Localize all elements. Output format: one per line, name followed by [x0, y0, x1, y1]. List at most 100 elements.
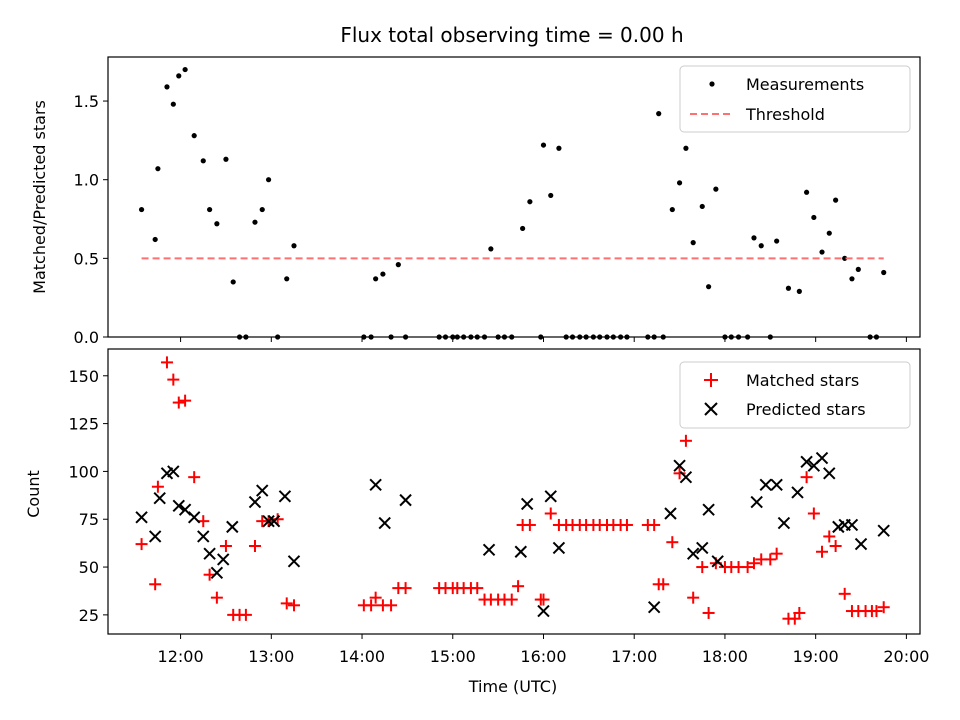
bottom-plot-marks	[135, 356, 890, 625]
predicted-stars-point	[226, 520, 239, 534]
bottom-y-tick-labels: 25 50 75 100 125 150	[68, 367, 108, 625]
measurement-point	[527, 199, 533, 205]
matched-stars-point	[287, 599, 300, 612]
matched-stars-point	[666, 536, 679, 549]
bottom-y-tick-label: 125	[68, 415, 99, 434]
matched-stars-point	[747, 557, 760, 570]
matched-stars-point	[399, 582, 412, 595]
matched-stars-point	[544, 507, 557, 520]
predicted-stars-point	[759, 478, 772, 492]
predicted-stars-point	[514, 545, 528, 558]
matched-stars-point	[179, 394, 192, 407]
predicted-stars-point	[552, 541, 566, 555]
bottom-legend: Matched stars Predicted stars	[679, 361, 911, 429]
measurement-point	[548, 192, 554, 199]
matched-stars-point	[793, 606, 806, 619]
bottom-y-tick-label: 50	[79, 558, 99, 577]
measurement-point	[214, 221, 220, 227]
predicted-stars-point	[197, 530, 210, 543]
legend-measurements-marker	[709, 81, 715, 87]
measurement-point	[170, 101, 176, 107]
measurement-point	[833, 197, 839, 203]
x-tick-label: 16:00	[520, 647, 566, 666]
matched-stars-point	[696, 561, 709, 574]
matched-stars-point	[248, 540, 261, 553]
measurement-point	[540, 142, 547, 148]
matched-stars-point	[829, 540, 842, 553]
measurement-point	[699, 203, 705, 210]
predicted-stars-point	[178, 503, 192, 516]
matched-stars-point	[679, 434, 692, 447]
measurement-point	[819, 249, 825, 255]
bottom-y-tick-label: 100	[68, 462, 99, 481]
matched-stars-point	[172, 396, 185, 409]
matched-stars-point	[741, 561, 754, 574]
predicted-stars-point	[262, 514, 275, 528]
matched-stars-point	[369, 591, 382, 604]
predicted-stars-point	[823, 467, 836, 480]
predicted-stars-point	[686, 547, 700, 560]
predicted-stars-point	[287, 555, 301, 568]
chart-title: Flux total observing time = 0.00 h	[340, 23, 683, 47]
bottom-y-tick-label: 25	[79, 606, 99, 625]
x-tick-label: 12:00	[158, 647, 204, 666]
predicted-stars-point	[399, 493, 412, 507]
top-y-tick-label: 0.5	[74, 249, 99, 268]
bottom-axes-frame	[107, 348, 921, 635]
matched-stars-point	[764, 553, 777, 566]
predicted-stars-point	[153, 491, 166, 505]
measurement-point	[842, 255, 848, 261]
measurement-point	[803, 189, 810, 195]
predicted-stars-point	[845, 518, 859, 532]
legend-measurements-label: Measurements	[746, 75, 864, 94]
top-y-axis-label: Matched/Predicted stars	[30, 100, 49, 294]
predicted-stars-point	[544, 490, 557, 503]
predicted-stars-point	[702, 503, 715, 516]
predicted-stars-point	[210, 566, 224, 579]
matched-stars-point	[135, 538, 148, 551]
predicted-stars-point	[647, 601, 661, 614]
measurement-point	[200, 158, 206, 164]
x-tick-label: 15:00	[430, 647, 476, 666]
matched-stars-point	[188, 471, 201, 484]
predicted-stars-point	[369, 478, 382, 492]
predicted-stars-point	[248, 495, 262, 509]
top-y-tick-label: 1.0	[74, 171, 99, 190]
matched-stars-point	[471, 582, 484, 595]
predicted-stars-point	[770, 478, 783, 492]
matched-stars-point	[167, 373, 180, 386]
measurement-point	[669, 206, 675, 213]
predicted-stars-point	[203, 547, 216, 560]
matched-stars-point	[523, 518, 536, 531]
bottom-y-tick-label: 75	[79, 510, 99, 529]
predicted-stars-point	[148, 530, 162, 543]
x-tick-label: 20:00	[883, 647, 929, 666]
measurement-point	[230, 279, 236, 285]
predicted-stars-point	[267, 514, 281, 528]
x-axis-label: Time (UTC)	[468, 677, 557, 696]
measurement-point	[758, 243, 764, 249]
predicted-stars-point	[256, 484, 269, 497]
top-y-tick-label: 1.5	[74, 92, 99, 111]
measurement-point	[849, 276, 855, 282]
measurement-point	[155, 166, 161, 172]
matched-stars-point	[149, 578, 162, 591]
legend-predicted-label: Predicted stars	[746, 400, 866, 419]
top-axes-frame	[107, 56, 921, 338]
x-tick-label: 14:00	[339, 647, 385, 666]
measurement-point	[207, 206, 213, 213]
measurement-point	[191, 133, 197, 139]
matched-stars-point	[271, 513, 284, 526]
matched-stars-point	[385, 599, 398, 612]
bottom-y-tick-label: 150	[68, 367, 99, 386]
predicted-stars-point	[187, 511, 201, 524]
predicted-stars-point	[877, 524, 890, 537]
matched-stars-point	[280, 597, 293, 610]
matched-stars-point	[870, 605, 883, 618]
measurement-point	[520, 225, 526, 232]
measurement-point	[751, 235, 757, 241]
matched-stars-point	[673, 467, 686, 480]
matched-stars-point	[365, 599, 378, 612]
measurement-point	[138, 206, 145, 213]
legend-predicted-marker	[704, 402, 718, 416]
